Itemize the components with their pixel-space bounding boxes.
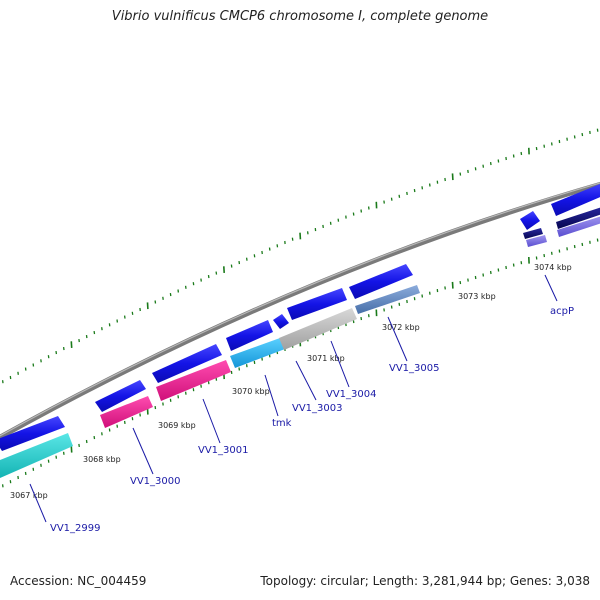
cds-arrow xyxy=(520,211,540,230)
kbp-label: 3072 kbp xyxy=(382,323,420,332)
cds-arrow xyxy=(273,314,289,329)
kbp-label: 3067 kbp xyxy=(10,491,48,500)
callout-lines xyxy=(29,274,558,523)
feature-sky xyxy=(230,338,285,368)
gene-label-vv1-3005[interactable]: VV1_3005 xyxy=(389,363,440,374)
cds-arrow xyxy=(0,416,65,451)
feature-navy xyxy=(523,228,543,239)
gene-label-vv1-2999[interactable]: VV1_2999 xyxy=(50,523,101,534)
accession-text: Accession: NC_004459 xyxy=(10,574,147,588)
feature-steel xyxy=(355,285,420,314)
gene-label-vv1-3004[interactable]: VV1_3004 xyxy=(326,389,377,400)
cds-arrow xyxy=(349,264,413,299)
feature-lavender xyxy=(526,235,547,247)
feature-track xyxy=(0,207,600,478)
cds-arrow xyxy=(551,184,600,216)
scale-labels: 3067 kbp 3068 kbp 3069 kbp 3070 kbp 3071… xyxy=(10,263,572,500)
feature-navy xyxy=(556,207,600,229)
gene-label-vv1-3000[interactable]: VV1_3000 xyxy=(130,476,181,487)
cds-track xyxy=(0,184,600,451)
map-title: Vibrio vulnificus CMCP6 chromosome I, co… xyxy=(111,9,489,24)
kbp-label: 3073 kbp xyxy=(458,292,496,301)
genome-stats-text: Topology: circular; Length: 3,281,944 bp… xyxy=(260,574,590,588)
kbp-label: 3071 kbp xyxy=(307,354,345,363)
gene-labels: VV1_2999 VV1_3000 VV1_3001 tmk VV1_3003 … xyxy=(50,306,574,534)
kbp-label: 3070 kbp xyxy=(232,387,270,396)
gene-label-vv1-3001[interactable]: VV1_3001 xyxy=(198,445,249,456)
kbp-label: 3068 kbp xyxy=(83,455,121,464)
cds-arrow xyxy=(152,344,222,383)
feature-cyan xyxy=(0,433,73,478)
genome-backbone xyxy=(0,181,600,441)
feature-lavender xyxy=(557,216,600,237)
kbp-label: 3069 kbp xyxy=(158,421,196,430)
feature-magenta xyxy=(100,396,153,428)
cds-arrow xyxy=(95,380,146,412)
gene-label-vv1-3003[interactable]: VV1_3003 xyxy=(292,403,343,414)
cds-arrow xyxy=(287,288,347,320)
kbp-label: 3074 kbp xyxy=(534,263,572,272)
gene-label-tmk[interactable]: tmk xyxy=(272,418,292,429)
feature-magenta xyxy=(156,360,231,401)
feature-gray xyxy=(279,308,357,350)
cds-arrow xyxy=(226,320,273,351)
gene-label-acpp[interactable]: acpP xyxy=(550,306,574,317)
